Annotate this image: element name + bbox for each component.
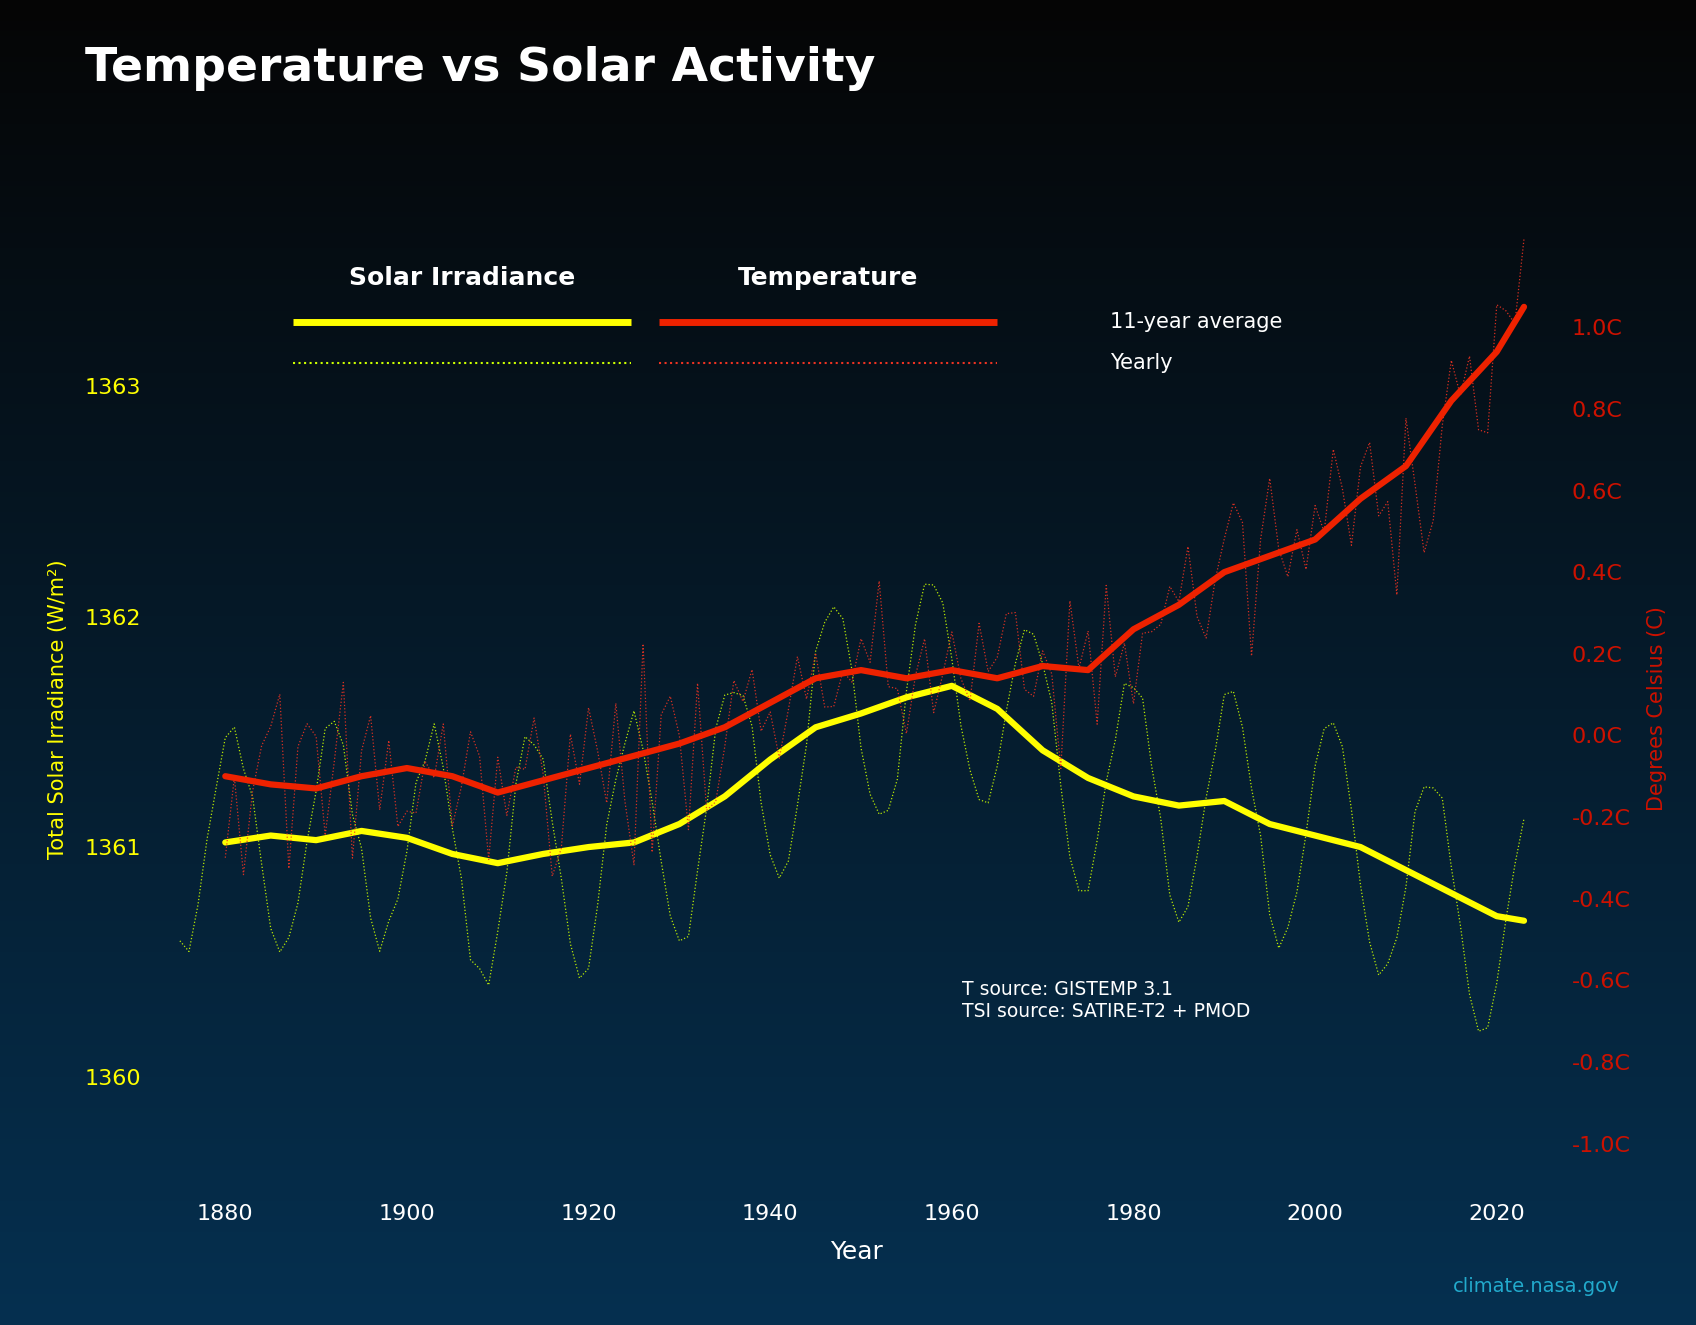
X-axis label: Year: Year (829, 1240, 884, 1264)
Text: T source: GISTEMP 3.1
TSI source: SATIRE-T2 + PMOD: T source: GISTEMP 3.1 TSI source: SATIRE… (962, 979, 1250, 1020)
Text: Temperature: Temperature (738, 266, 919, 290)
Text: 11-year average: 11-year average (1109, 311, 1282, 333)
Text: Temperature vs Solar Activity: Temperature vs Solar Activity (85, 46, 875, 91)
Y-axis label: Total Solar Irradiance (W/m²): Total Solar Irradiance (W/m²) (47, 559, 68, 859)
Text: Yearly: Yearly (1109, 352, 1172, 372)
Text: climate.nasa.gov: climate.nasa.gov (1453, 1277, 1620, 1296)
Text: Solar Irradiance: Solar Irradiance (349, 266, 575, 290)
Y-axis label: Degrees Celsius (C): Degrees Celsius (C) (1647, 607, 1667, 811)
